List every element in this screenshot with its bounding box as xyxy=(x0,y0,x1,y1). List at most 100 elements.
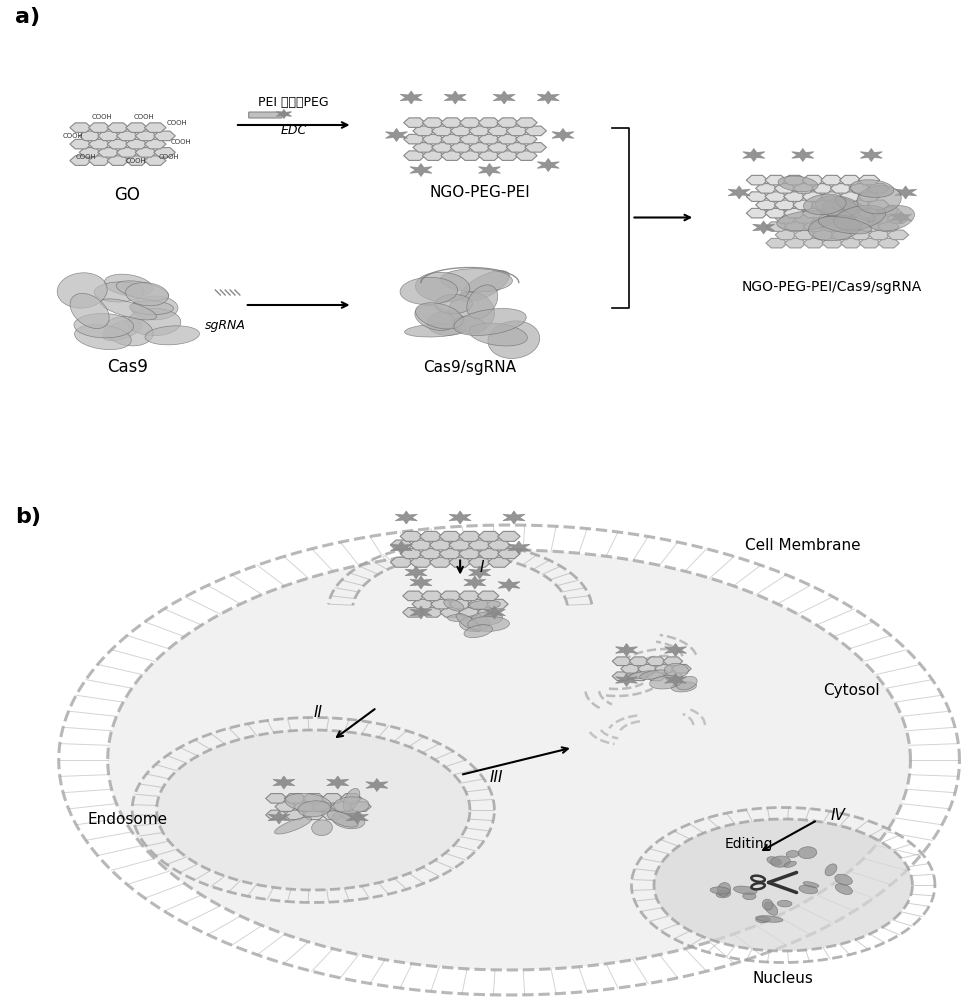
Ellipse shape xyxy=(470,612,502,625)
Ellipse shape xyxy=(824,864,836,876)
Ellipse shape xyxy=(783,861,796,867)
Ellipse shape xyxy=(733,886,756,894)
Text: COOH: COOH xyxy=(125,158,146,164)
Ellipse shape xyxy=(803,194,845,215)
Text: sgRNA: sgRNA xyxy=(204,319,245,332)
Ellipse shape xyxy=(74,325,131,350)
Ellipse shape xyxy=(487,321,539,358)
Text: I: I xyxy=(479,560,484,575)
Ellipse shape xyxy=(834,874,852,885)
Text: Editing: Editing xyxy=(724,837,773,851)
Polygon shape xyxy=(537,158,558,172)
Polygon shape xyxy=(742,148,764,161)
Ellipse shape xyxy=(639,670,667,679)
Text: IV: IV xyxy=(829,808,844,824)
Ellipse shape xyxy=(448,292,494,332)
Ellipse shape xyxy=(822,198,858,219)
Ellipse shape xyxy=(129,301,173,315)
Text: EDC: EDC xyxy=(281,124,306,137)
Ellipse shape xyxy=(770,856,789,867)
Polygon shape xyxy=(478,163,500,176)
Text: COOH: COOH xyxy=(63,133,83,139)
Ellipse shape xyxy=(742,893,755,900)
Ellipse shape xyxy=(105,316,153,346)
Ellipse shape xyxy=(764,902,777,915)
Text: Cell Membrane: Cell Membrane xyxy=(744,538,860,552)
Ellipse shape xyxy=(327,811,358,827)
Ellipse shape xyxy=(439,269,511,292)
Polygon shape xyxy=(860,148,881,161)
Ellipse shape xyxy=(434,294,471,314)
Ellipse shape xyxy=(867,206,913,231)
Polygon shape xyxy=(552,128,573,141)
Ellipse shape xyxy=(834,196,874,221)
Text: COOH: COOH xyxy=(158,154,179,160)
Ellipse shape xyxy=(453,316,485,334)
Ellipse shape xyxy=(715,890,730,898)
Ellipse shape xyxy=(105,274,153,296)
Ellipse shape xyxy=(717,883,730,896)
Polygon shape xyxy=(273,776,294,789)
Ellipse shape xyxy=(415,272,469,302)
Ellipse shape xyxy=(464,625,492,638)
Ellipse shape xyxy=(400,277,457,305)
Ellipse shape xyxy=(709,887,730,894)
Polygon shape xyxy=(395,511,417,524)
Text: GO: GO xyxy=(114,186,140,204)
Text: PEI 氨基化PEG: PEI 氨基化PEG xyxy=(258,96,329,109)
Ellipse shape xyxy=(125,283,168,306)
Polygon shape xyxy=(405,566,426,579)
Ellipse shape xyxy=(776,211,835,231)
Ellipse shape xyxy=(415,305,454,330)
Ellipse shape xyxy=(443,599,464,611)
Ellipse shape xyxy=(798,885,817,894)
Text: Nucleus: Nucleus xyxy=(752,971,813,986)
Polygon shape xyxy=(268,811,289,824)
Text: Cas9: Cas9 xyxy=(107,359,148,376)
FancyBboxPatch shape xyxy=(248,112,282,118)
Ellipse shape xyxy=(467,285,497,319)
Text: Endosome: Endosome xyxy=(87,812,167,828)
Polygon shape xyxy=(464,576,485,589)
Ellipse shape xyxy=(100,299,156,320)
Ellipse shape xyxy=(802,882,818,887)
Ellipse shape xyxy=(103,320,142,341)
Ellipse shape xyxy=(456,613,480,632)
Polygon shape xyxy=(791,148,813,161)
Polygon shape xyxy=(894,186,915,199)
Ellipse shape xyxy=(333,797,369,814)
Ellipse shape xyxy=(777,900,791,907)
Polygon shape xyxy=(615,644,637,656)
Polygon shape xyxy=(410,606,431,619)
Text: II: II xyxy=(314,705,323,720)
Ellipse shape xyxy=(785,851,798,857)
Text: a): a) xyxy=(15,7,40,27)
Ellipse shape xyxy=(649,676,682,689)
Polygon shape xyxy=(752,221,774,234)
Text: COOH: COOH xyxy=(75,154,96,160)
Polygon shape xyxy=(615,674,637,686)
Ellipse shape xyxy=(468,600,500,610)
Ellipse shape xyxy=(454,309,526,335)
Polygon shape xyxy=(444,91,466,104)
Ellipse shape xyxy=(311,820,333,836)
Polygon shape xyxy=(503,511,524,524)
Ellipse shape xyxy=(815,196,856,217)
Polygon shape xyxy=(664,674,686,686)
Ellipse shape xyxy=(156,730,469,890)
Ellipse shape xyxy=(653,819,911,951)
Polygon shape xyxy=(483,606,505,619)
Ellipse shape xyxy=(70,293,110,329)
Ellipse shape xyxy=(850,180,893,197)
Polygon shape xyxy=(498,578,519,591)
Text: b): b) xyxy=(15,508,41,528)
Ellipse shape xyxy=(834,884,852,894)
Ellipse shape xyxy=(274,817,311,834)
Ellipse shape xyxy=(627,671,653,679)
Ellipse shape xyxy=(94,282,144,302)
Polygon shape xyxy=(493,91,514,104)
Polygon shape xyxy=(889,211,911,224)
Ellipse shape xyxy=(404,324,467,337)
Ellipse shape xyxy=(426,311,466,335)
Ellipse shape xyxy=(468,323,527,346)
